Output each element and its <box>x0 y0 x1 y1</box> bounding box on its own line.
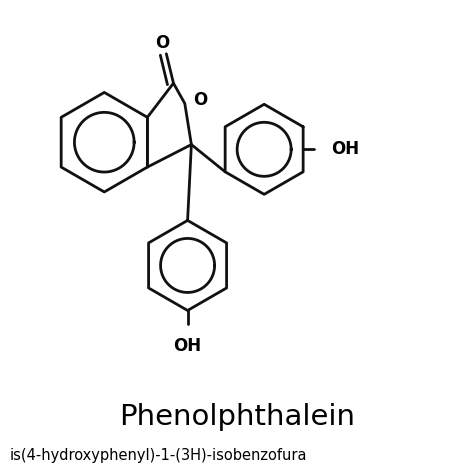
Text: OH: OH <box>173 337 201 355</box>
Text: Phenolphthalein: Phenolphthalein <box>119 403 355 431</box>
Text: OH: OH <box>332 140 360 158</box>
Text: O: O <box>155 35 170 52</box>
Text: O: O <box>193 91 207 109</box>
Text: is(4-hydroxyphenyl)-1-(3H)-isobenzofura: is(4-hydroxyphenyl)-1-(3H)-isobenzofura <box>9 447 307 463</box>
